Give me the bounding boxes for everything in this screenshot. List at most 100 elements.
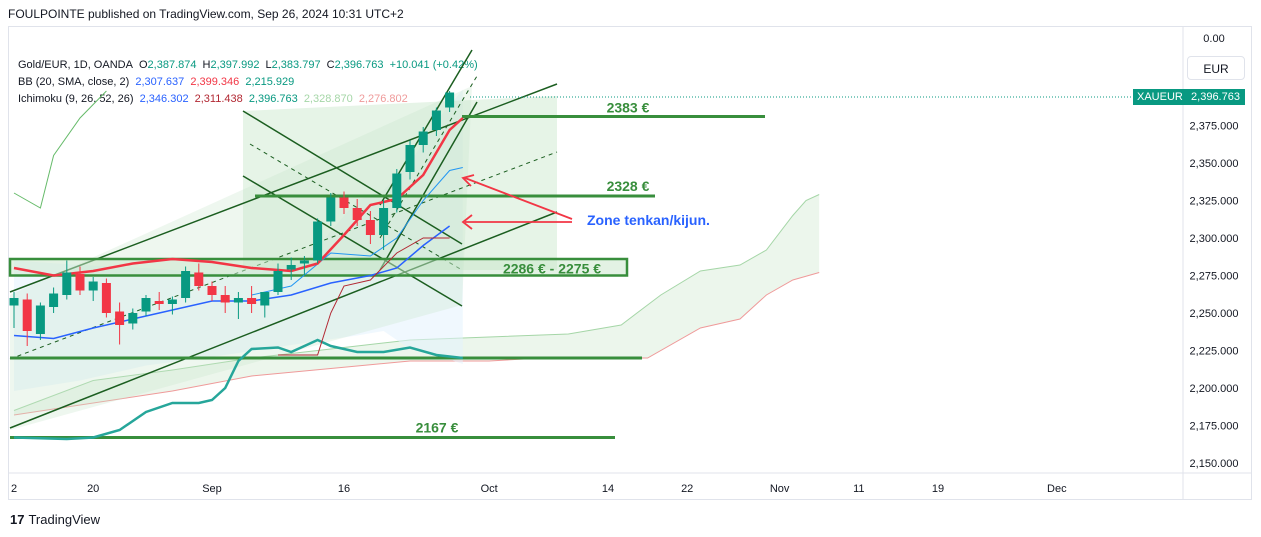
legend-low: 2,383.797 xyxy=(271,59,321,71)
legend-h-label: H xyxy=(202,59,211,71)
candle-body xyxy=(35,305,45,334)
falling-channel-mid xyxy=(249,143,463,271)
candle-body xyxy=(49,293,59,307)
candle-body xyxy=(445,92,455,108)
legend-ichimoku-v5: 2,276.802 xyxy=(358,93,408,105)
level-label-2328: 2328 € xyxy=(607,178,650,194)
published-line: FOULPOINTE published on TradingView.com,… xyxy=(8,7,404,21)
candle-body xyxy=(154,301,164,304)
y-tick-label: 2,300.000 xyxy=(1190,233,1239,245)
legend-bb-basis: 2,307.637 xyxy=(135,76,185,88)
y-tick-label: 2,375.000 xyxy=(1190,121,1239,133)
candle-body xyxy=(167,299,177,304)
candle-body xyxy=(273,271,283,292)
legend-ichimoku[interactable]: Ichimoku (9, 26, 52, 26) 2,346.302 2,311… xyxy=(18,93,411,105)
ichimoku-span-a xyxy=(13,194,820,411)
y-tick-label: 2,200.000 xyxy=(1190,383,1239,395)
x-tick-label: 16 xyxy=(338,483,350,495)
y-tick-label: 2,325.000 xyxy=(1190,196,1239,208)
legend-bb-lower: 2,215.929 xyxy=(245,76,295,88)
legend-ichimoku-v3: 2,396.763 xyxy=(248,93,298,105)
symbol-tag: XAUEUR xyxy=(1133,89,1187,105)
candle-body xyxy=(115,311,125,325)
legend-close: 2,396.763 xyxy=(334,59,384,71)
tv-logo-icon: 17 xyxy=(10,512,25,527)
annotation-zone-tenkan-kijun: Zone tenkan/kijun. xyxy=(587,212,710,228)
legend-bb-label: BB (20, SMA, close, 2) xyxy=(18,76,130,88)
falling-channel-lower xyxy=(242,175,463,307)
candle-body xyxy=(207,286,217,295)
falling-channel-upper xyxy=(242,110,463,245)
y-tick-label: 2,225.000 xyxy=(1190,346,1239,358)
level-label-2167: 2167 € xyxy=(416,420,459,436)
steep-channel-lower xyxy=(379,101,478,271)
legend-o-label: O xyxy=(138,59,148,71)
tradingview-logo[interactable]: 17 TradingView xyxy=(10,512,100,527)
candle-body xyxy=(365,220,375,235)
x-tick-label: 11 xyxy=(853,483,864,495)
candle-body xyxy=(392,173,402,208)
x-tick-label: Nov xyxy=(770,483,790,495)
candle-body xyxy=(326,197,336,222)
level-label-2383: 2383 € xyxy=(607,100,650,116)
x-tick-label: 19 xyxy=(932,483,944,495)
x-tick-label: 20 xyxy=(87,483,99,495)
legend-open: 2,387.874 xyxy=(147,59,197,71)
legend-change: +10.041 (+0.42%) xyxy=(389,59,478,71)
x-tick-label: Sep xyxy=(202,483,222,495)
legend-ichimoku-v4: 2,328.870 xyxy=(303,93,353,105)
kijun-line xyxy=(278,237,450,356)
legend-high: 2,397.992 xyxy=(210,59,260,71)
candle-body xyxy=(88,281,98,291)
arrow-tenkan xyxy=(464,177,573,220)
candle-body xyxy=(286,265,296,270)
candle-body xyxy=(181,271,191,298)
candle-body xyxy=(405,145,415,172)
candle-body xyxy=(233,298,243,303)
legend-ichimoku-v2: 2,311.438 xyxy=(194,93,243,105)
candle-body xyxy=(128,313,138,324)
x-tick-label: Dec xyxy=(1047,483,1067,495)
candle-body xyxy=(379,208,389,235)
channel-lower-line xyxy=(9,211,558,429)
y-top-label: 0.00 xyxy=(1203,33,1224,45)
x-tick-label: 14 xyxy=(602,483,614,495)
candle-body xyxy=(431,110,441,130)
y-tick-label: 2,350.000 xyxy=(1190,158,1239,170)
candle-body xyxy=(141,298,151,312)
arrow-tenkan-head xyxy=(461,174,475,187)
y-tick-label: 2,175.000 xyxy=(1190,421,1239,433)
x-tick-label: 2 xyxy=(11,483,17,495)
candle-body xyxy=(75,274,85,291)
chikou-span-upper xyxy=(13,90,107,209)
legend-symbol: Gold/EUR, 1D, OANDA xyxy=(18,59,133,71)
y-tick-label: 2,250.000 xyxy=(1190,308,1239,320)
legend-ichimoku-v1: 2,346.302 xyxy=(139,93,189,105)
candle-body xyxy=(9,298,19,306)
candle-body xyxy=(418,131,428,145)
legend-l-label: L xyxy=(265,59,272,71)
arrow-kijun-head xyxy=(461,214,473,230)
legend-main[interactable]: Gold/EUR, 1D, OANDA O2,387.874 H2,397.99… xyxy=(18,59,481,71)
candle-body xyxy=(339,197,349,208)
x-tick-label: Oct xyxy=(481,483,498,495)
legend-bb[interactable]: BB (20, SMA, close, 2) 2,307.637 2,399.3… xyxy=(18,76,297,88)
ichimoku-cloud xyxy=(14,194,820,415)
x-tick-label: 22 xyxy=(681,483,693,495)
channel-upper-line xyxy=(9,83,558,293)
candle-body xyxy=(62,272,72,295)
currency-button[interactable]: EUR xyxy=(1187,56,1245,80)
level-label-zone: 2286 € - 2275 € xyxy=(503,261,601,277)
legend-ichimoku-label: Ichimoku (9, 26, 52, 26) xyxy=(18,93,134,105)
tv-brand-text: TradingView xyxy=(28,512,101,527)
candle-body xyxy=(101,283,111,313)
candle-body xyxy=(247,298,257,304)
channel-mid-line xyxy=(9,151,558,360)
legend-bb-upper: 2,399.346 xyxy=(190,76,240,88)
candle-body xyxy=(260,292,270,306)
bollinger-band-fill xyxy=(14,89,463,391)
candle-body xyxy=(352,208,362,220)
legend-c-label: C xyxy=(326,59,335,71)
candle-body xyxy=(220,295,230,303)
